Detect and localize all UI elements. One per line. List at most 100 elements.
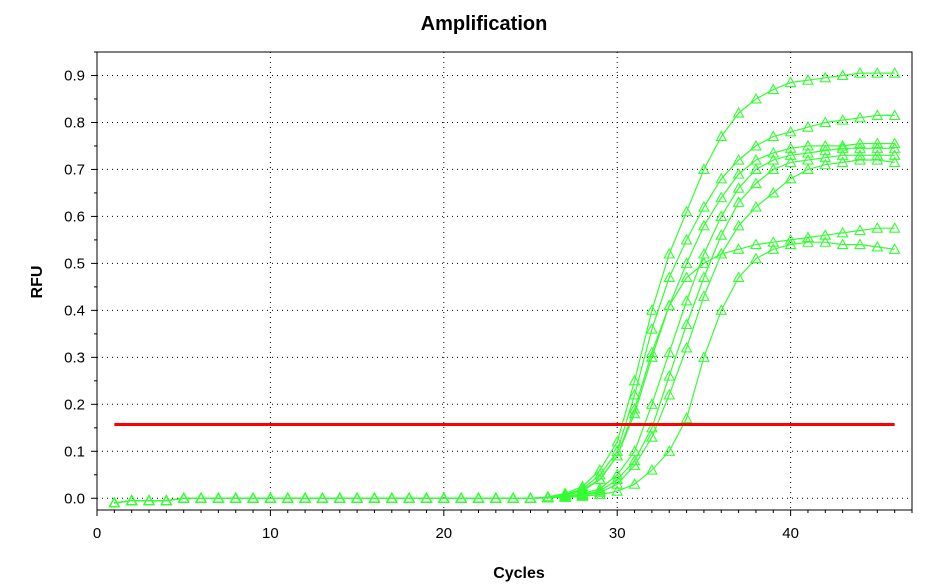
data-point	[645, 346, 658, 358]
series-line	[114, 72, 895, 504]
data-point	[750, 252, 762, 264]
data-point	[455, 492, 468, 503]
data-point	[854, 149, 866, 160]
data-point	[524, 492, 537, 503]
data-point	[871, 153, 884, 165]
data-point	[628, 388, 641, 400]
data-point	[784, 233, 797, 245]
data-point	[593, 485, 606, 496]
data-point	[195, 492, 207, 503]
data-point	[750, 163, 762, 174]
data-point	[802, 139, 814, 151]
data-point	[697, 351, 710, 362]
data-point	[576, 490, 589, 501]
data-point	[628, 402, 641, 414]
data-point	[836, 113, 849, 125]
data-point	[576, 483, 589, 495]
data-point	[281, 492, 294, 503]
data-point	[663, 445, 676, 456]
data-point	[836, 156, 849, 167]
data-point	[489, 492, 502, 503]
data-point	[854, 238, 866, 250]
data-point	[767, 130, 780, 142]
data-point	[767, 186, 780, 198]
x-tick-label: 0	[93, 525, 101, 542]
data-point	[888, 142, 901, 153]
data-point	[611, 478, 624, 489]
data-point	[888, 67, 901, 78]
y-tick-label: 0.5	[64, 255, 85, 272]
data-point	[819, 139, 832, 151]
series-5	[108, 149, 901, 508]
data-point	[680, 294, 693, 306]
x-tick-label: 40	[782, 525, 799, 542]
data-point	[802, 236, 814, 247]
data-point	[732, 196, 745, 207]
data-point	[680, 257, 693, 268]
data-point	[888, 156, 901, 167]
data-point	[836, 238, 849, 250]
data-point	[888, 109, 901, 120]
data-point	[125, 494, 138, 506]
x-tick-label: 20	[435, 525, 452, 542]
data-point	[715, 210, 728, 221]
data-point	[871, 240, 884, 252]
x-tick-label: 30	[609, 525, 626, 542]
data-point	[854, 142, 866, 153]
data-point	[888, 149, 901, 160]
y-tick-label: 0.2	[64, 396, 85, 413]
data-point	[871, 142, 884, 153]
data-point	[819, 158, 832, 170]
data-point	[697, 257, 710, 268]
data-point	[593, 486, 606, 498]
data-point	[593, 473, 606, 485]
data-point	[715, 304, 728, 315]
data-point	[628, 459, 641, 470]
data-point	[784, 172, 797, 184]
data-point	[697, 219, 710, 231]
data-point	[784, 238, 797, 250]
data-point	[888, 137, 901, 149]
data-point	[680, 205, 693, 217]
data-point	[420, 492, 433, 503]
data-point	[645, 398, 658, 409]
data-point	[871, 149, 884, 160]
x-tick-label: 10	[262, 525, 279, 542]
data-point	[316, 492, 329, 503]
data-point	[819, 229, 832, 240]
data-point	[663, 271, 676, 283]
data-point	[212, 492, 225, 503]
series-6	[108, 153, 901, 508]
series-8	[108, 236, 901, 508]
data-point	[802, 231, 814, 243]
grid-layer	[97, 52, 912, 510]
series-line	[114, 241, 895, 504]
data-point	[108, 496, 121, 508]
x-axis-label: Cycles	[493, 565, 545, 582]
data-point	[854, 67, 866, 78]
series-7	[108, 222, 901, 508]
data-point	[732, 219, 745, 231]
y-tick-label: 0.4	[64, 302, 85, 319]
data-point	[663, 388, 676, 400]
data-point	[732, 168, 745, 179]
data-point	[836, 142, 849, 153]
chart-title: Amplification	[421, 13, 548, 35]
data-point	[767, 243, 780, 254]
data-point	[143, 494, 155, 506]
data-point	[645, 304, 658, 315]
data-point	[160, 494, 173, 506]
data-point	[472, 492, 485, 503]
series-layer	[108, 67, 901, 508]
data-point	[663, 369, 676, 381]
data-point	[680, 233, 693, 245]
data-point	[819, 116, 832, 128]
data-point	[732, 106, 745, 118]
data-point	[437, 492, 450, 503]
data-point	[229, 492, 242, 503]
data-point	[819, 71, 832, 83]
data-point	[697, 290, 710, 301]
data-point	[368, 492, 381, 503]
